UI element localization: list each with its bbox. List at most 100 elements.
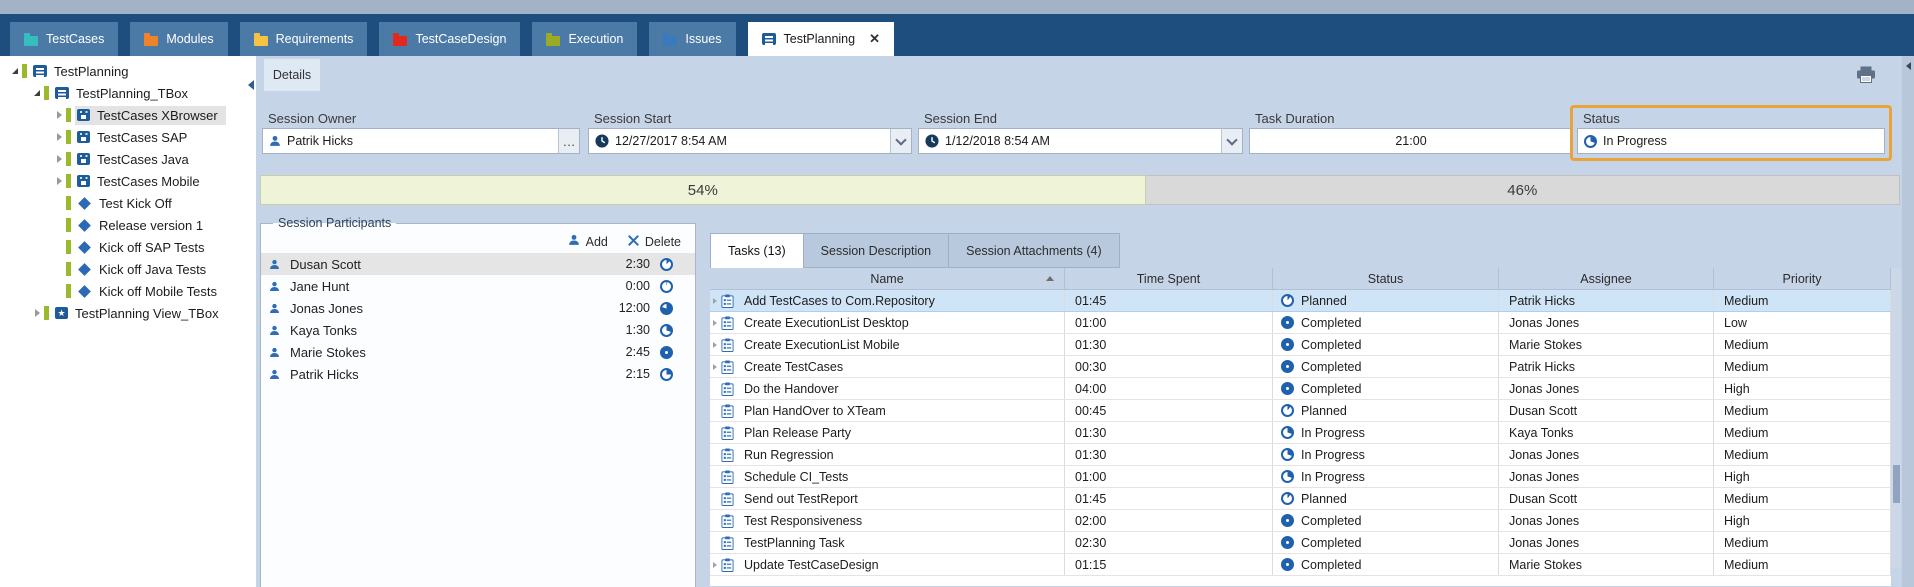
task-row-create-executionlist-mobile[interactable]: Create ExecutionList Mobile 01:30 Comple… — [710, 334, 1891, 356]
green-flag-bar — [66, 130, 71, 144]
expand-row-arrow-icon[interactable] — [713, 562, 717, 568]
main-tabbar: TestCases Modules Requirements TestCaseDesi… — [10, 22, 894, 56]
task-priority: Medium — [1724, 360, 1768, 374]
tab-testcases[interactable]: TestCases — [10, 22, 118, 56]
participant-progress-clock-icon — [660, 368, 673, 381]
tree-item-testplanning[interactable]: TestPlanning — [0, 60, 256, 82]
tree-item-testplanning-tbox[interactable]: TestPlanning_TBox — [0, 82, 256, 104]
tree-item-testcases-mobile[interactable]: TestCases Mobile — [0, 170, 256, 192]
tree-item-testcases-sap[interactable]: TestCases SAP — [0, 126, 256, 148]
participant-time: 1:30 — [608, 323, 650, 337]
tree-item-testcases-java[interactable]: TestCases Java — [0, 148, 256, 170]
expand-row-arrow-icon[interactable] — [713, 298, 717, 304]
tree-item-test-kick-off[interactable]: Test Kick Off — [0, 192, 256, 214]
participant-row-kaya-tonks[interactable]: Kaya Tonks 1:30 — [261, 319, 695, 341]
task-row-update-testcasedesign[interactable]: Update TestCaseDesign 01:15 Completed Ma… — [710, 554, 1891, 576]
column-header-time-spent[interactable]: Time Spent — [1065, 268, 1273, 290]
column-header-status[interactable]: Status — [1273, 268, 1499, 290]
participants-toolbar: Add Delete — [261, 230, 695, 253]
task-assignee: Marie Stokes — [1509, 338, 1582, 352]
testplanning-tab-icon — [762, 33, 776, 45]
task-status: In Progress — [1301, 470, 1365, 484]
tree-expander-icon[interactable] — [52, 177, 66, 185]
tab-details[interactable]: Details — [264, 59, 320, 91]
session-start-label: Session Start — [594, 111, 671, 126]
collapse-panel-arrow-icon[interactable] — [248, 80, 254, 90]
tree-expander-icon[interactable] — [8, 68, 22, 74]
column-header-priority[interactable]: Priority — [1714, 268, 1891, 290]
task-icon — [721, 404, 734, 418]
participant-row-marie-stokes[interactable]: Marie Stokes 2:45 — [261, 341, 695, 363]
expand-row-arrow-icon[interactable] — [713, 320, 717, 326]
task-tab-tasks-13[interactable]: Tasks (13) — [710, 233, 804, 268]
task-row-do-the-handover[interactable]: Do the Handover 04:00 Completed Jonas Jo… — [710, 378, 1891, 400]
task-name: Send out TestReport — [744, 492, 858, 506]
tree-expander-icon[interactable] — [52, 155, 66, 163]
task-row-run-regression[interactable]: Run Regression 01:30 In Progress Jonas J… — [710, 444, 1891, 466]
session-participants-title: Session Participants — [273, 216, 396, 230]
tab-issues[interactable]: Issues — [649, 22, 735, 56]
column-header-label: Name — [870, 272, 903, 286]
tree-item-testcases-xbrowser[interactable]: TestCases XBrowser — [0, 104, 256, 126]
tree-expander-icon[interactable] — [30, 309, 44, 317]
delete-participant-button[interactable]: Delete — [628, 234, 681, 249]
right-scrollbar[interactable] — [1902, 56, 1914, 587]
column-header-name[interactable]: Name — [710, 268, 1065, 290]
tab-modules[interactable]: Modules — [130, 22, 227, 56]
session-end-field[interactable]: 1/12/2018 8:54 AM — [918, 128, 1243, 154]
participant-row-jonas-jones[interactable]: Jonas Jones 12:00 — [261, 297, 695, 319]
task-row-create-executionlist-desktop[interactable]: Create ExecutionList Desktop 01:00 Compl… — [710, 312, 1891, 334]
task-name: Test Responsiveness — [744, 514, 862, 528]
task-duration-field[interactable]: 21:00 — [1249, 128, 1573, 154]
tab-testcasedesign[interactable]: TestCaseDesign — [379, 22, 520, 56]
tree-expander-icon[interactable] — [30, 90, 44, 96]
task-assignee: Dusan Scott — [1509, 492, 1577, 506]
task-icon — [721, 338, 734, 352]
participant-row-jane-hunt[interactable]: Jane Hunt 0:00 — [261, 275, 695, 297]
tree-item-release-version-1[interactable]: Release version 1 — [0, 214, 256, 236]
task-assignee: Jonas Jones — [1509, 536, 1579, 550]
session-start-dropdown-button[interactable] — [890, 129, 911, 153]
tree-expander-icon[interactable] — [52, 133, 66, 141]
session-start-field[interactable]: 12/27/2017 8:54 AM — [588, 128, 912, 154]
task-icon — [721, 448, 734, 462]
task-row-test-responsiveness[interactable]: Test Responsiveness 02:00 Completed Jona… — [710, 510, 1891, 532]
tree-item-kick-off-java-tests[interactable]: Kick off Java Tests — [0, 258, 256, 280]
task-row-create-testcases[interactable]: Create TestCases 00:30 Completed Patrik … — [710, 356, 1891, 378]
add-participant-button[interactable]: Add — [568, 234, 608, 249]
tree-item-kick-off-mobile-tests[interactable]: Kick off Mobile Tests — [0, 280, 256, 302]
participant-name: Jane Hunt — [290, 279, 608, 294]
session-owner-field[interactable]: Patrik Hicks … — [262, 128, 580, 154]
tasks-scrollbar-thumb[interactable] — [1893, 465, 1900, 503]
participant-row-dusan-scott[interactable]: Dusan Scott 2:30 — [261, 253, 695, 275]
expand-row-arrow-icon[interactable] — [713, 342, 717, 348]
session-end-dropdown-button[interactable] — [1221, 129, 1242, 153]
tree-item-label: Kick off SAP Tests — [99, 240, 205, 255]
tab-execution[interactable]: Execution — [532, 22, 637, 56]
print-icon[interactable] — [1856, 66, 1876, 88]
task-tab-session-description[interactable]: Session Description — [804, 233, 949, 268]
tasks-scrollbar[interactable] — [1891, 268, 1901, 568]
tasks-table-header: Name Time Spent Status Assignee Priority — [710, 268, 1891, 290]
task-row-add-testcases-to-com-repository[interactable]: Add TestCases to Com.Repository 01:45 Pl… — [710, 290, 1891, 312]
participant-row-patrik-hicks[interactable]: Patrik Hicks 2:15 — [261, 363, 695, 385]
progress-done-segment: 54% — [260, 175, 1146, 205]
tab-requirements[interactable]: Requirements — [240, 22, 368, 56]
task-row-plan-release-party[interactable]: Plan Release Party 01:30 In Progress Kay… — [710, 422, 1891, 444]
session-owner-browse-button[interactable]: … — [558, 129, 579, 153]
close-tab-icon[interactable]: ✕ — [869, 31, 880, 47]
status-field[interactable]: In Progress — [1577, 128, 1885, 154]
task-row-schedule-ci-tests[interactable]: Schedule CI_Tests 01:00 In Progress Jona… — [710, 466, 1891, 488]
task-priority: Medium — [1724, 338, 1768, 352]
status-clock-icon — [1281, 536, 1294, 549]
task-tab-session-attachments-4[interactable]: Session Attachments (4) — [949, 233, 1119, 268]
tree-expander-icon[interactable] — [52, 111, 66, 119]
tree-item-testplanning-view-tbox[interactable]: ★TestPlanning View_TBox — [0, 302, 256, 324]
task-row-send-out-testreport[interactable]: Send out TestReport 01:45 Planned Dusan … — [710, 488, 1891, 510]
tree-item-kick-off-sap-tests[interactable]: Kick off SAP Tests — [0, 236, 256, 258]
task-row-plan-handover-to-xteam[interactable]: Plan HandOver to XTeam 00:45 Planned Dus… — [710, 400, 1891, 422]
column-header-assignee[interactable]: Assignee — [1499, 268, 1714, 290]
tab-testplanning[interactable]: TestPlanning✕ — [748, 22, 894, 56]
expand-row-arrow-icon[interactable] — [713, 364, 717, 370]
task-row-testplanning-task[interactable]: TestPlanning Task 02:30 Completed Jonas … — [710, 532, 1891, 554]
